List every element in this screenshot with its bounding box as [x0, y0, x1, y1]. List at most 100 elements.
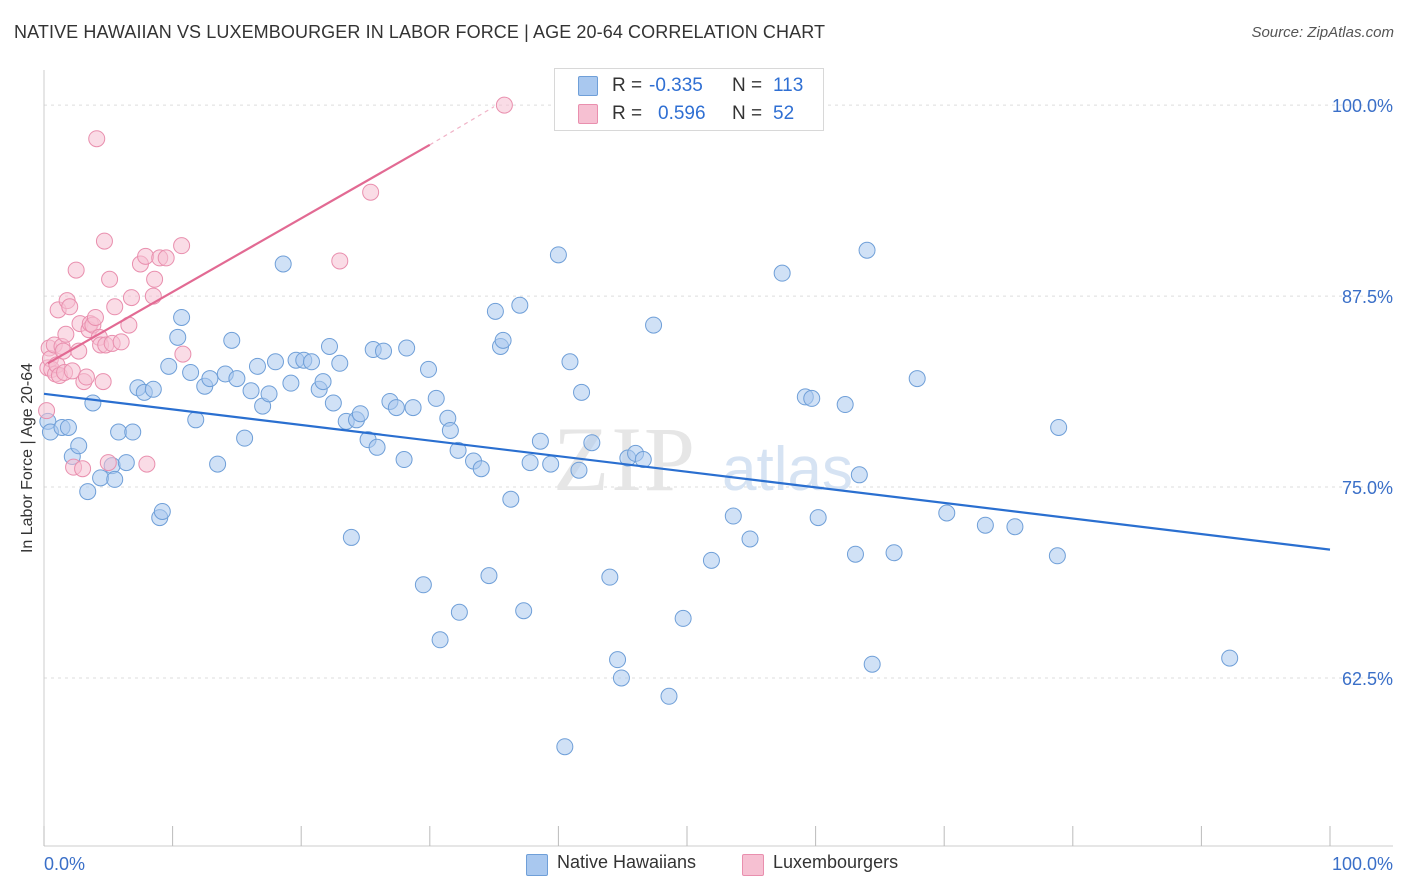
luxembourger-point	[86, 308, 104, 326]
luxembourger-point	[144, 287, 162, 305]
native-hawaiian-point	[809, 509, 827, 527]
native-hawaiian-point	[511, 296, 529, 314]
native-hawaiian-point	[846, 545, 864, 563]
native-hawaiian-point	[863, 655, 881, 673]
native-hawaiian-point	[342, 528, 360, 546]
native-hawaiian-point	[976, 516, 994, 534]
luxembourger-point	[174, 345, 192, 363]
native-hawaiian-point	[773, 264, 791, 282]
native-hawaiian-point	[160, 357, 178, 375]
luxembourger-point	[74, 460, 92, 478]
native-hawaiian-point	[351, 405, 369, 423]
native-hawaiian-point	[314, 373, 332, 391]
native-hawaiian-point	[395, 451, 413, 469]
native-hawaiian-point	[741, 530, 759, 548]
native-hawaiian-point	[282, 374, 300, 392]
watermark-atlas: atlas	[722, 435, 853, 504]
native-hawaiian-point	[486, 302, 504, 320]
luxembourger-point	[122, 289, 140, 307]
native-hawaiian-point	[1221, 649, 1239, 667]
native-hawaiian-point	[331, 354, 349, 372]
native-hawaiian-point	[92, 469, 110, 487]
luxembourger-point	[63, 362, 81, 380]
luxembourger-point	[77, 368, 95, 386]
native-hawaiian-point	[480, 567, 498, 585]
luxembourger-point	[157, 249, 175, 267]
y-tick-label: 75.0%	[1342, 478, 1393, 498]
native-hawaiian-point	[561, 353, 579, 371]
legend-n-value: 52	[773, 103, 795, 124]
axes	[43, 70, 1393, 847]
native-hawaiian-point	[583, 434, 601, 452]
native-hawaiian-point	[1006, 518, 1024, 536]
trend-lines	[43, 106, 1331, 551]
native-hawaiian-point	[387, 399, 405, 417]
native-hawaiian-point	[209, 455, 227, 473]
native-hawaiian-point	[173, 308, 191, 326]
luxembourgers-trendline-extension	[429, 106, 495, 146]
native-hawaiian-point	[117, 454, 135, 472]
native-hawaiian-point	[858, 241, 876, 259]
native-hawaiian-point	[660, 687, 678, 705]
native-hawaiian-point	[427, 389, 445, 407]
native-hawaiian-point	[549, 246, 567, 264]
x-tick-label: 100.0%	[1332, 854, 1393, 874]
chart-title: NATIVE HAWAIIAN VS LUXEMBOURGER IN LABOR…	[14, 22, 826, 42]
native-hawaiian-point	[601, 568, 619, 586]
native-hawaiians-points	[39, 241, 1239, 756]
luxembourger-point	[57, 325, 75, 343]
native-hawaiian-point	[502, 490, 520, 508]
native-hawaiian-point	[908, 370, 926, 388]
luxembourger-point	[67, 261, 85, 279]
native-hawaiian-point	[70, 437, 88, 455]
series-legend: Native Hawaiians Luxembourgers	[0, 851, 1406, 877]
native-hawaiian-point	[836, 396, 854, 414]
luxembourger-point	[101, 270, 119, 288]
native-hawaiian-point	[674, 609, 692, 627]
luxembourger-point	[38, 402, 56, 420]
y-tick-label: 100.0%	[1332, 96, 1393, 116]
native-hawaiian-point	[320, 337, 338, 355]
native-hawaiian-point	[324, 394, 342, 412]
native-hawaiian-point	[124, 423, 142, 441]
luxembourger-point	[137, 247, 155, 265]
native-hawaiian-point	[609, 651, 627, 669]
native-hawaiian-point	[850, 466, 868, 484]
luxembourger-point	[94, 373, 112, 391]
native-hawaiian-point	[449, 441, 467, 459]
native-hawaiian-point	[404, 399, 422, 417]
source-credit: Source: ZipAtlas.com	[1251, 24, 1394, 41]
native-hawaiian-point	[266, 353, 284, 371]
native-hawaiian-point	[431, 631, 449, 649]
legend-r-value: -0.335	[649, 75, 703, 96]
series-swatch-pink	[742, 854, 764, 876]
native-hawaiian-point	[414, 576, 432, 594]
watermark: ZIP atlas	[553, 408, 853, 510]
legend-swatch-pink	[578, 104, 598, 124]
native-hawaiian-point	[153, 502, 171, 520]
series-legend-label: Luxembourgers	[773, 852, 899, 872]
native-hawaiian-point	[228, 370, 246, 388]
luxembourger-point	[99, 454, 117, 472]
native-hawaiian-point	[79, 483, 97, 501]
legend-n-label: N =	[732, 103, 763, 124]
luxembourger-point	[146, 270, 164, 288]
native-hawaiian-point	[531, 432, 549, 450]
native-hawaiian-point	[441, 422, 459, 440]
legend-r-label: R =	[612, 103, 643, 124]
native-hawaiian-point	[420, 360, 438, 378]
native-hawaiian-point	[542, 455, 560, 473]
luxembourger-point	[331, 252, 349, 270]
legend-r-value: 0.596	[658, 103, 706, 124]
native-hawaiian-point	[724, 507, 742, 525]
native-hawaiian-point	[236, 429, 254, 447]
luxembourger-point	[106, 298, 124, 316]
native-hawaiian-point	[1050, 418, 1068, 436]
correlation-legend: R = -0.335 N = 113 R = 0.596 N = 52	[554, 68, 824, 131]
native-hawaiian-point	[368, 438, 386, 456]
legend-n-label: N =	[732, 75, 763, 96]
native-hawaiian-point	[84, 394, 102, 412]
native-hawaiian-point	[556, 738, 574, 756]
native-hawaiian-point	[274, 255, 292, 273]
